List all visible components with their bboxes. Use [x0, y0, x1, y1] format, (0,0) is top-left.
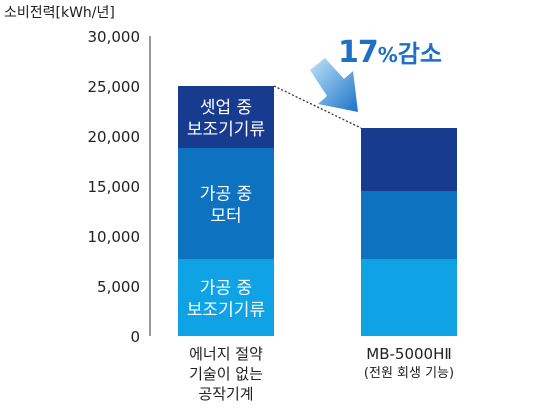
y-tick-label: 20,000: [88, 128, 141, 146]
y-tick-label: 0: [130, 328, 140, 346]
reduction-percent: %: [377, 43, 398, 67]
y-tick-label: 10,000: [88, 228, 141, 246]
bar-segment: [361, 191, 457, 259]
bar-segment: [178, 148, 274, 259]
reduction-number: 17: [338, 35, 379, 70]
x-category-line: 공작기계: [198, 385, 254, 403]
y-tick-label: 15,000: [88, 178, 141, 196]
bar-segment: [178, 259, 274, 336]
series-label: 보조기기류: [187, 120, 265, 140]
comparison-connector: [273, 85, 362, 129]
x-category-line: MB-5000HⅡ: [366, 345, 452, 363]
series-label: 보조기기류: [187, 301, 265, 321]
y-tick-label: 5,000: [97, 278, 140, 296]
series-label: 셋업 중: [200, 98, 252, 118]
x-category-line: 기술이 없는: [189, 365, 263, 383]
bar-segment: [361, 259, 457, 336]
reduction-text: 감소: [397, 40, 442, 68]
y-tick-label: 30,000: [88, 28, 141, 46]
series-label: 가공 중: [200, 185, 252, 205]
series-label: 모터: [210, 207, 241, 227]
bar-segment: [178, 86, 274, 148]
x-category-label: MB-5000HⅡ (전원 회생 기능): [319, 344, 499, 384]
reduction-annotation: 17%감소: [338, 34, 442, 70]
series-label: 가공 중: [200, 279, 252, 299]
x-category-line: 에너지 절약: [189, 345, 263, 363]
bar-segment: [361, 128, 457, 191]
unit-label: 소비전력[kWh/년]: [4, 5, 115, 21]
reduction-arrow-icon: [310, 58, 358, 112]
y-tick-label: 25,000: [88, 78, 141, 96]
x-category-line: (전원 회생 기능): [363, 366, 455, 381]
